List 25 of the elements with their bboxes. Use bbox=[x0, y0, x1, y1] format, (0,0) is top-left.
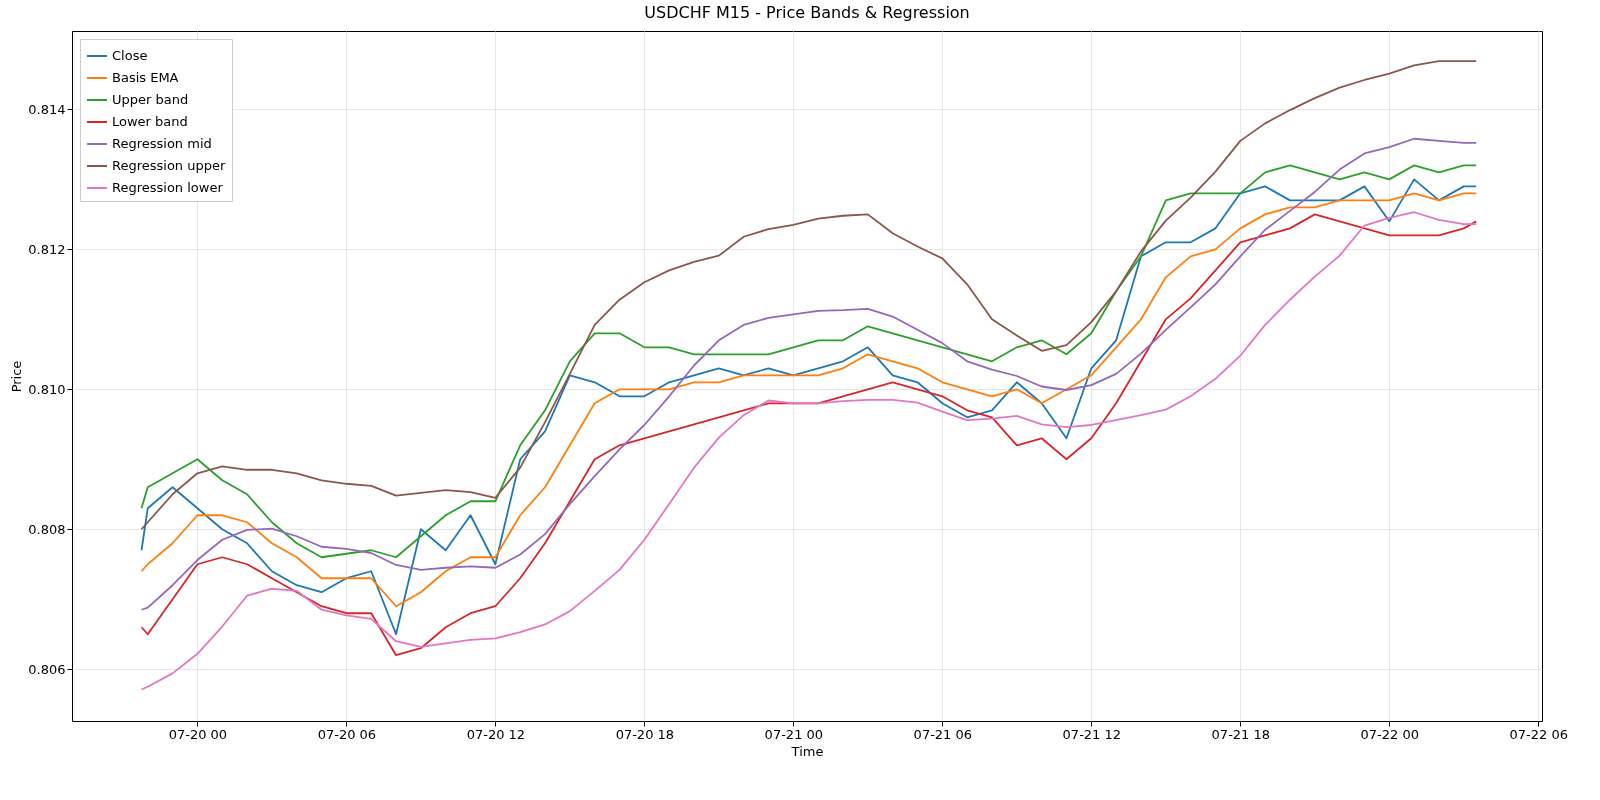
legend-label: Regression lower bbox=[112, 180, 224, 195]
legend-label: Upper band bbox=[112, 92, 189, 107]
x-axis-title: Time bbox=[790, 743, 824, 759]
y-tick-label: 0.808 bbox=[28, 521, 66, 537]
y-tick-label: 0.806 bbox=[28, 661, 66, 677]
x-tick-label: 07-20 18 bbox=[615, 726, 675, 742]
y-tick-label: 0.810 bbox=[28, 381, 66, 397]
legend-label: Lower band bbox=[112, 114, 188, 129]
y-axis-title: Price bbox=[9, 360, 25, 393]
x-tick-label: 07-22 06 bbox=[1509, 726, 1568, 742]
x-tick-label: 07-21 18 bbox=[1211, 726, 1271, 742]
legend-label: Close bbox=[112, 48, 148, 63]
chart-title: USDCHF M15 - Price Bands & Regression bbox=[644, 3, 970, 22]
y-tick-label: 0.814 bbox=[28, 101, 66, 117]
x-tick-label: 07-21 12 bbox=[1062, 726, 1122, 742]
x-tick-label: 07-21 06 bbox=[913, 726, 973, 742]
x-tick-label: 07-20 06 bbox=[317, 726, 377, 742]
x-tick-label: 07-22 00 bbox=[1360, 726, 1420, 742]
legend-label: Regression mid bbox=[112, 136, 212, 151]
x-tick-label: 07-21 00 bbox=[764, 726, 824, 742]
x-tick-label: 07-20 00 bbox=[168, 726, 228, 742]
x-tick-label: 07-20 12 bbox=[466, 726, 526, 742]
y-tick-label: 0.812 bbox=[28, 241, 66, 257]
legend-label: Basis EMA bbox=[112, 70, 179, 85]
legend-label: Regression upper bbox=[112, 158, 226, 173]
